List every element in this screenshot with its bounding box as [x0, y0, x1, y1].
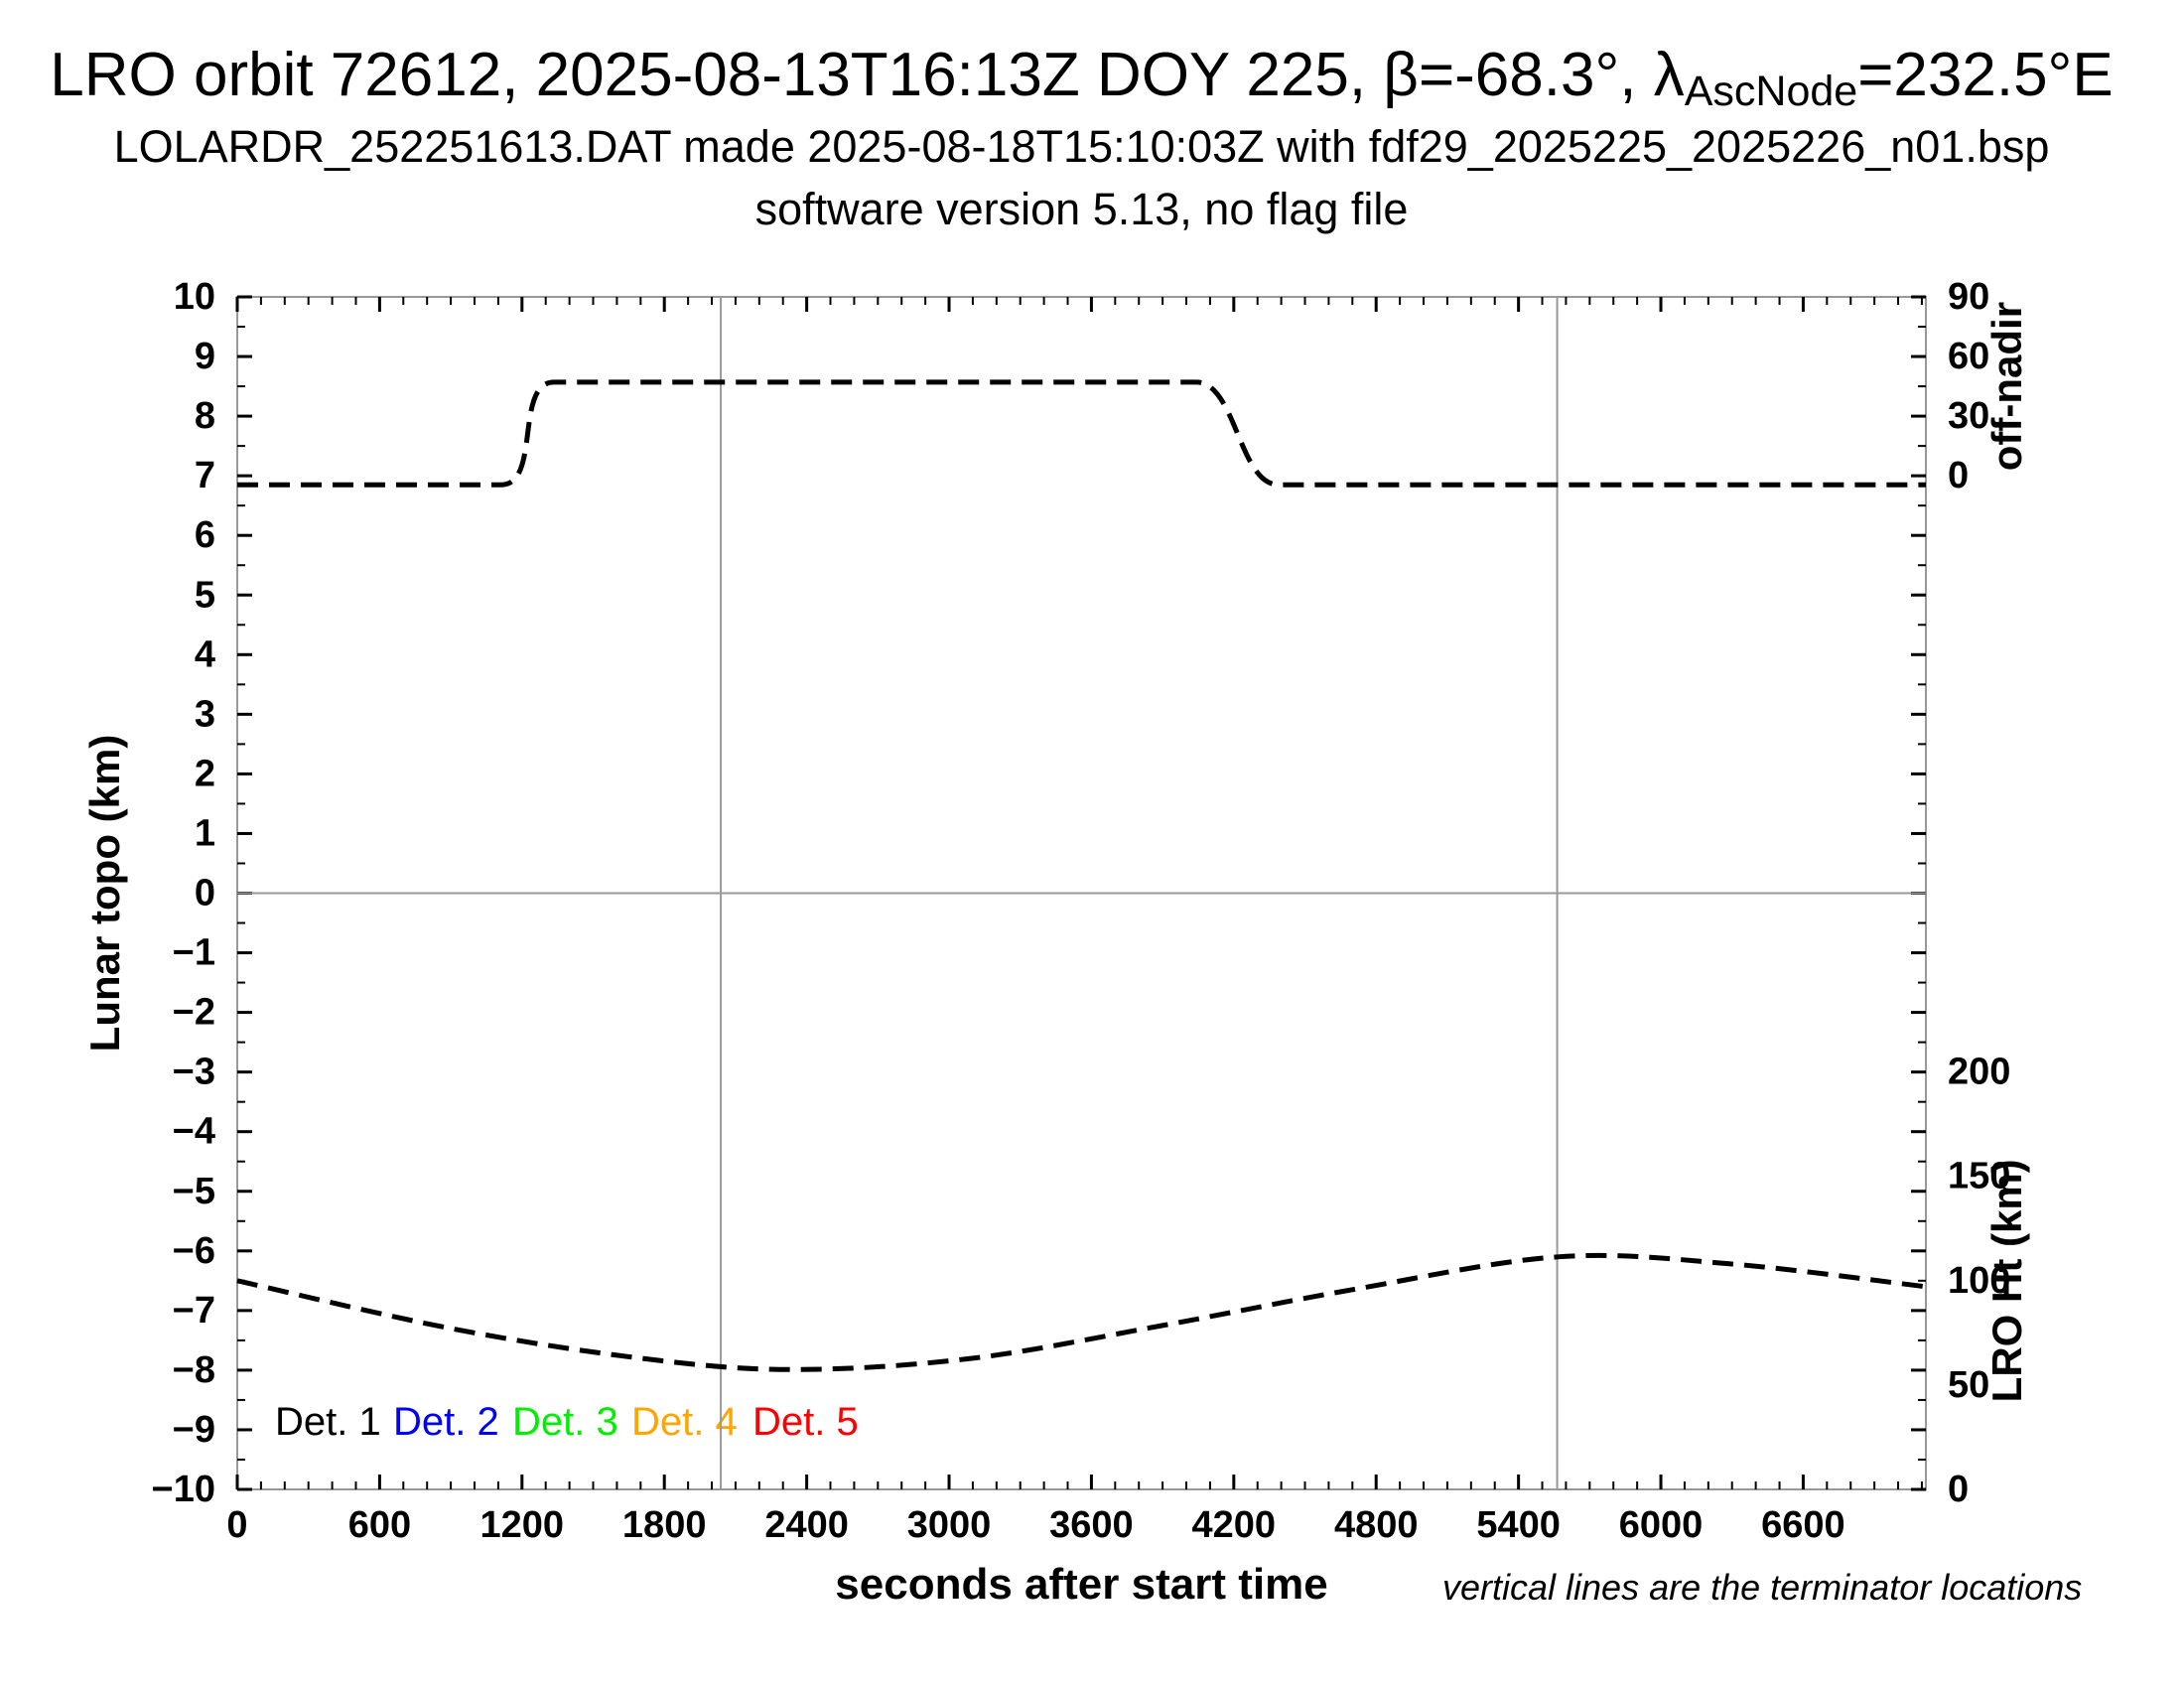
svg-text:600: 600: [348, 1504, 411, 1546]
svg-text:1800: 1800: [622, 1504, 707, 1546]
svg-text:10: 10: [174, 276, 215, 318]
svg-text:5400: 5400: [1476, 1504, 1561, 1546]
svg-text:2: 2: [195, 753, 215, 794]
svg-text:9: 9: [195, 336, 215, 377]
svg-text:seconds after start time: seconds after start time: [835, 1560, 1327, 1609]
svg-text:−8: −8: [173, 1349, 215, 1391]
svg-text:−9: −9: [173, 1409, 215, 1451]
svg-text:Lunar topo (km): Lunar topo (km): [81, 735, 128, 1053]
svg-text:6600: 6600: [1761, 1504, 1845, 1546]
svg-text:−7: −7: [173, 1290, 215, 1332]
svg-text:off-nadir: off-nadir: [1983, 302, 2030, 471]
svg-text:−3: −3: [173, 1052, 215, 1093]
svg-text:4800: 4800: [1334, 1504, 1419, 1546]
svg-text:4: 4: [195, 633, 215, 675]
svg-text:60: 60: [1948, 336, 1989, 377]
svg-text:6000: 6000: [1619, 1504, 1704, 1546]
svg-text:90: 90: [1948, 276, 1989, 318]
svg-text:2400: 2400: [764, 1504, 849, 1546]
svg-text:−1: −1: [173, 932, 215, 974]
svg-text:3000: 3000: [907, 1504, 992, 1546]
svg-text:30: 30: [1948, 395, 1989, 437]
svg-text:0: 0: [195, 873, 215, 914]
svg-text:150: 150: [1948, 1156, 2010, 1197]
svg-text:100: 100: [1948, 1260, 2010, 1302]
svg-text:50: 50: [1948, 1364, 1989, 1406]
svg-text:−4: −4: [173, 1111, 215, 1153]
svg-text:−6: −6: [173, 1230, 215, 1272]
svg-text:0: 0: [226, 1504, 247, 1546]
svg-text:200: 200: [1948, 1052, 2010, 1093]
svg-text:4200: 4200: [1192, 1504, 1277, 1546]
svg-text:−5: −5: [173, 1171, 215, 1212]
svg-text:7: 7: [195, 455, 215, 496]
svg-text:0: 0: [1948, 455, 1969, 496]
svg-text:3600: 3600: [1049, 1504, 1134, 1546]
svg-text:1200: 1200: [480, 1504, 565, 1546]
svg-text:3: 3: [195, 693, 215, 735]
svg-text:−10: −10: [152, 1469, 215, 1510]
svg-text:1: 1: [195, 812, 215, 854]
svg-text:5: 5: [195, 574, 215, 616]
svg-text:6: 6: [195, 514, 215, 556]
svg-text:LRO Ht (km): LRO Ht (km): [1983, 1159, 2030, 1402]
svg-text:0: 0: [1948, 1469, 1969, 1510]
svg-text:−2: −2: [173, 992, 215, 1034]
svg-text:8: 8: [195, 395, 215, 437]
